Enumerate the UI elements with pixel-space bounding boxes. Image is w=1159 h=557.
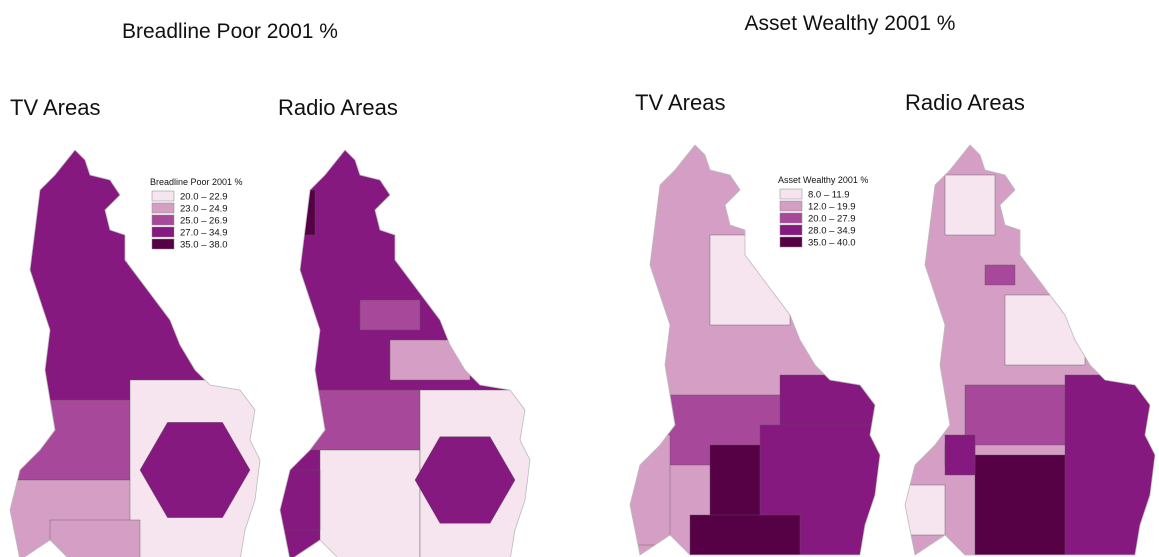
legend: Asset Wealthy 2001 % 8.0 – 11.912.0 – 19.…	[778, 175, 868, 249]
region	[49, 519, 141, 557]
region	[630, 434, 671, 546]
legend-swatch	[779, 212, 803, 224]
legend-label: 23.0 – 24.9	[180, 204, 228, 215]
legend-title: Breadline Poor 2001 %	[150, 177, 243, 187]
region	[414, 436, 516, 524]
region	[1004, 294, 1086, 366]
legend-swatch	[151, 214, 175, 226]
region	[139, 422, 251, 518]
panel-title: Asset Wealthy 2001 %	[745, 12, 956, 35]
region	[280, 469, 321, 531]
region	[10, 399, 151, 481]
legend-swatch	[151, 238, 175, 250]
region	[689, 514, 801, 555]
legend-swatch	[151, 202, 175, 214]
cartogram-regions	[10, 150, 260, 557]
legend-label: 20.0 – 22.9	[180, 192, 228, 203]
legend-swatch	[151, 226, 175, 238]
region	[944, 434, 976, 476]
cartogram-regions	[280, 150, 530, 557]
map-label: TV Areas	[10, 95, 100, 120]
region	[984, 264, 1016, 286]
region	[944, 174, 996, 236]
outline	[279, 149, 531, 557]
region	[280, 389, 421, 451]
region	[389, 339, 471, 381]
panel-title: Breadline Poor 2001 %	[122, 20, 338, 43]
cartogram	[9, 149, 261, 557]
cartogram	[629, 144, 881, 556]
region	[905, 484, 946, 536]
legend-label: 35.0 – 40.0	[808, 238, 856, 249]
region	[280, 189, 316, 236]
legend-swatch	[779, 224, 803, 236]
legend: Breadline Poor 2001 % 20.0 – 22.923.0 – 2…	[150, 177, 243, 251]
outline	[629, 144, 881, 556]
map-label: Radio Areas	[905, 90, 1025, 115]
region	[709, 234, 791, 326]
legend-label: 8.0 – 11.9	[808, 190, 850, 201]
legend-label: 12.0 – 19.9	[808, 202, 856, 213]
legend-swatch	[779, 188, 803, 200]
legend-label: 20.0 – 27.9	[808, 214, 856, 225]
cartogram	[279, 149, 531, 557]
legend-label: 27.0 – 34.9	[180, 228, 228, 239]
legend-label: 28.0 – 34.9	[808, 226, 856, 237]
outline	[904, 144, 1156, 556]
legend-swatch	[151, 190, 175, 202]
map-label: Radio Areas	[278, 95, 398, 120]
map-label: TV Areas	[635, 90, 725, 115]
region	[319, 449, 421, 557]
legend-label: 25.0 – 26.9	[180, 216, 228, 227]
cartogram	[904, 144, 1156, 556]
legend-label: 35.0 – 38.0	[180, 240, 228, 251]
legend-title: Asset Wealthy 2001 %	[778, 175, 868, 185]
legend-swatch	[779, 200, 803, 212]
outline	[9, 149, 261, 557]
region	[359, 299, 421, 331]
region	[1064, 374, 1155, 555]
legend-swatch	[779, 236, 803, 248]
cartogram-regions	[630, 145, 880, 555]
region	[974, 454, 1066, 555]
cartogram-regions	[905, 145, 1155, 555]
